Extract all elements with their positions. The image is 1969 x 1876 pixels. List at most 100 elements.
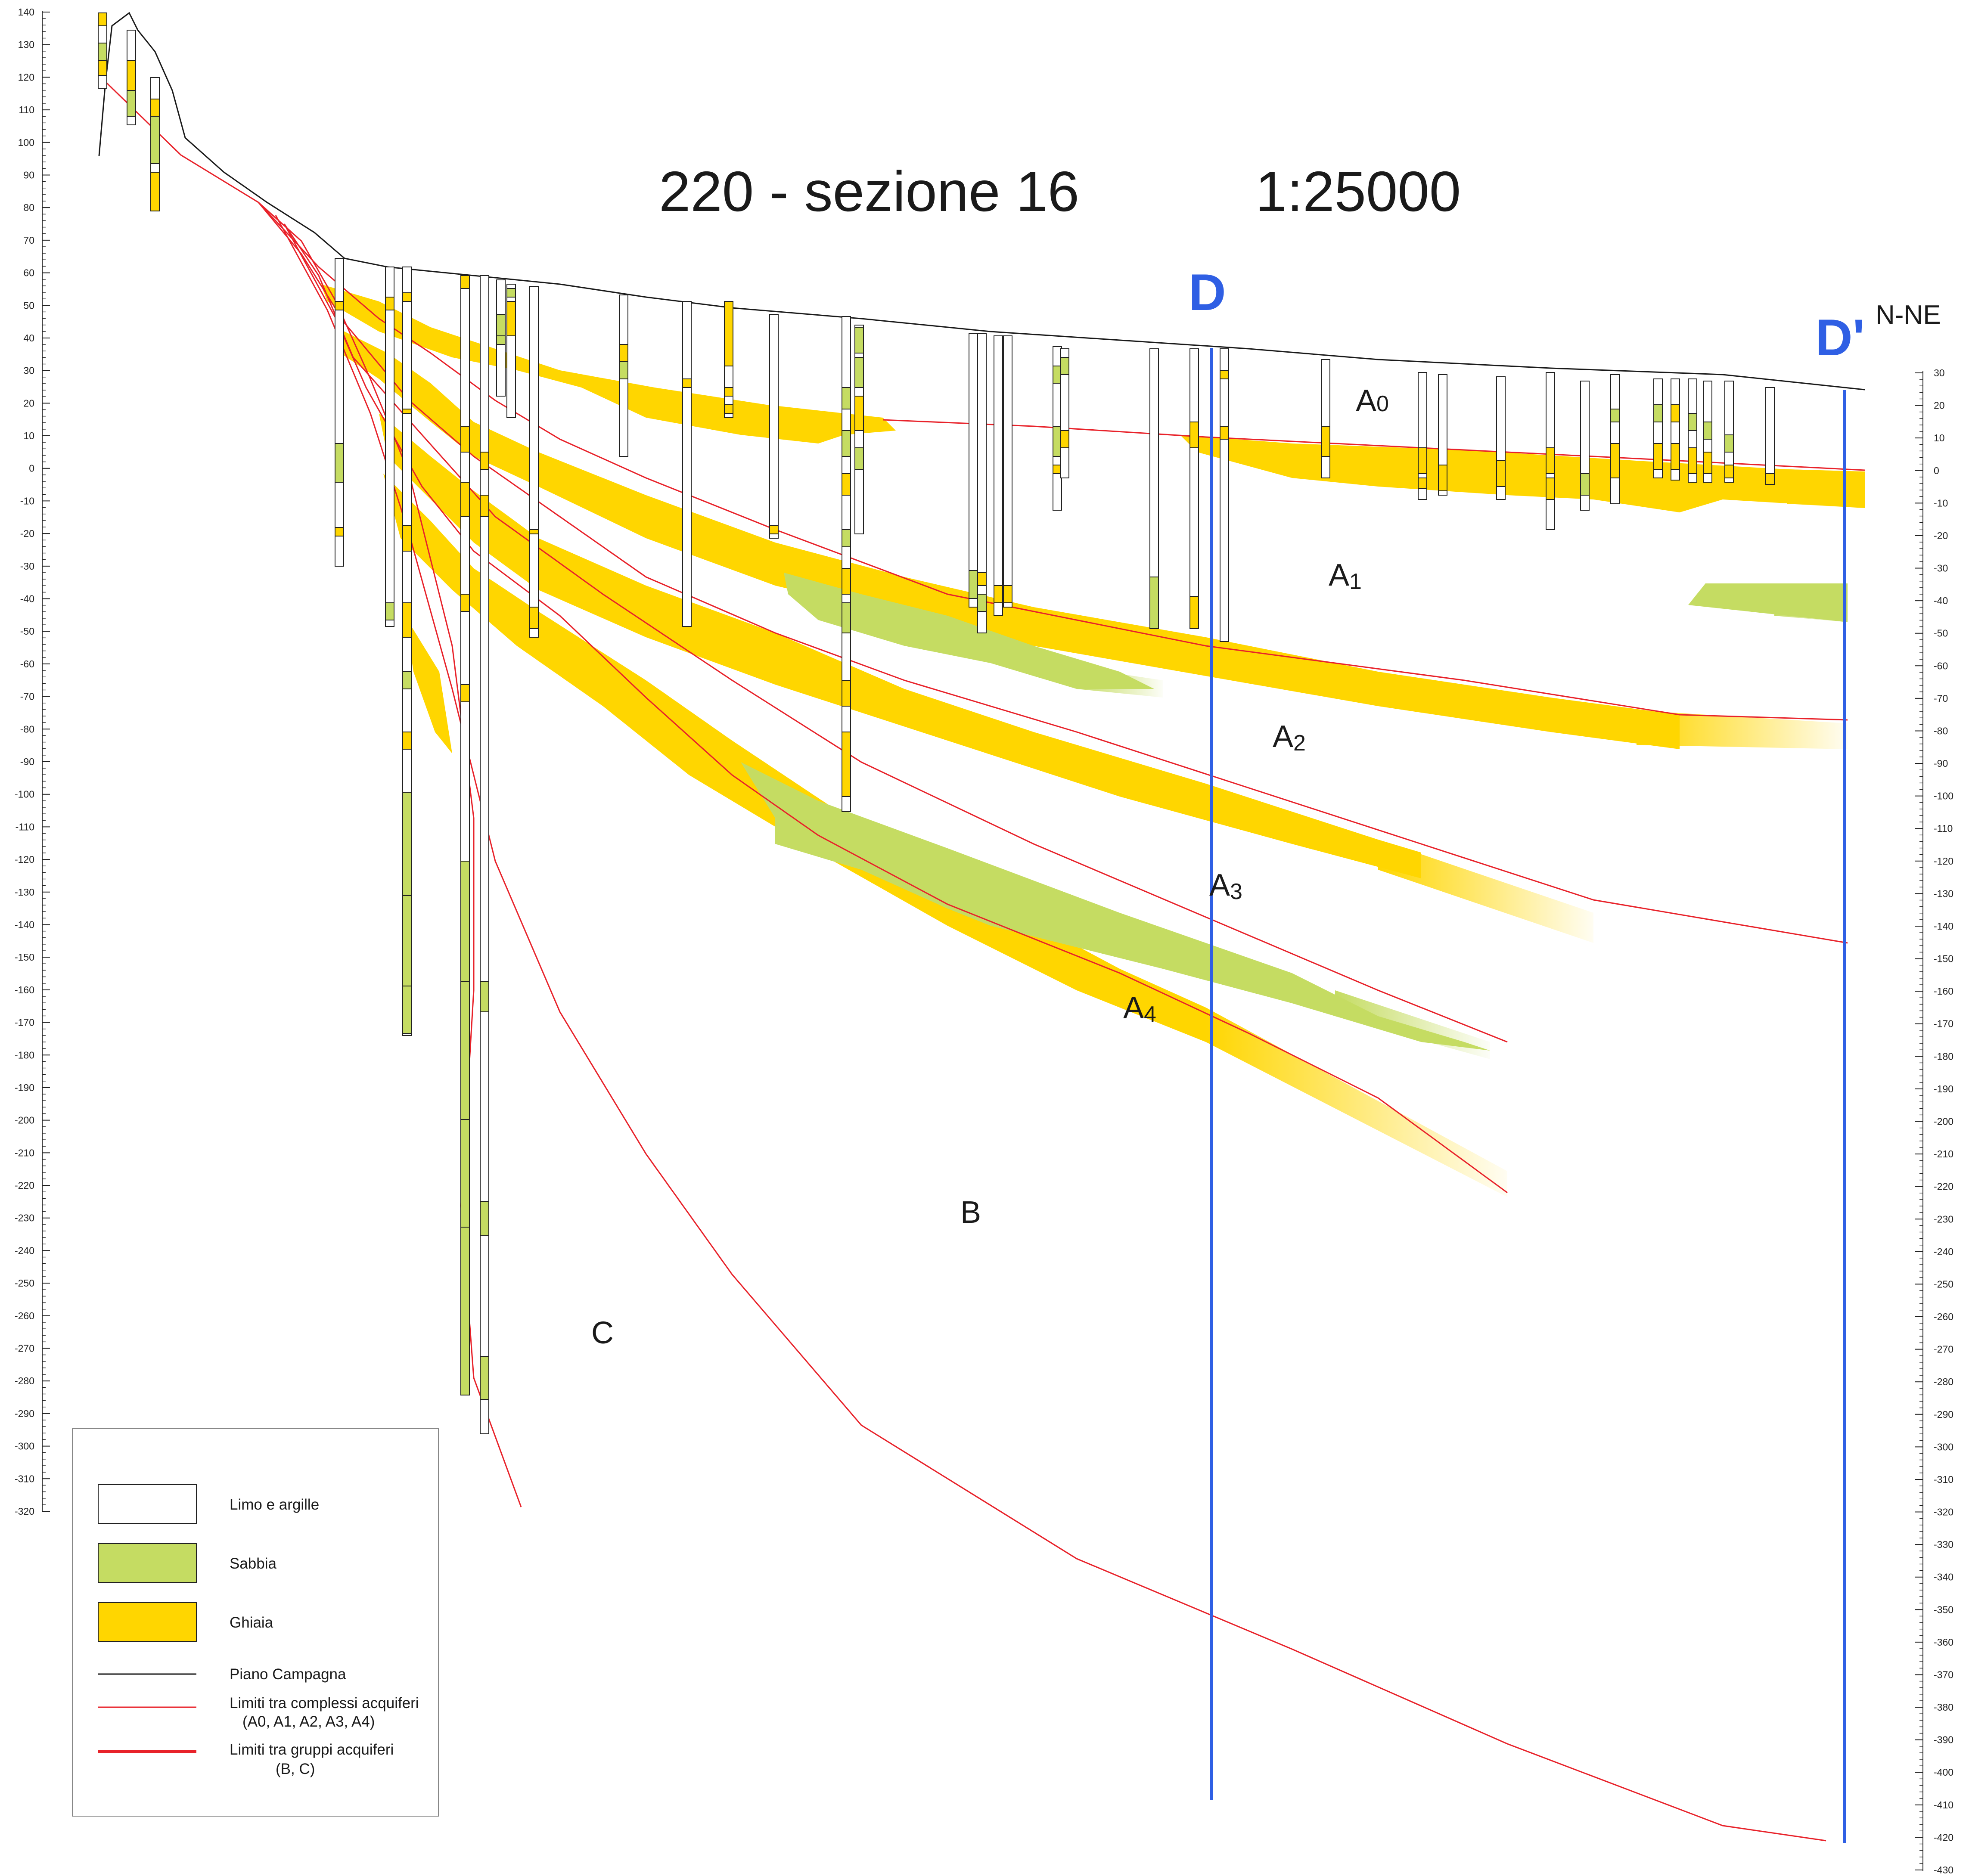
borehole-log: [1703, 381, 1712, 483]
right-axis-tick-label: -320: [1934, 1507, 1953, 1518]
left-axis-tick-label: 80: [23, 202, 34, 213]
sand-layer-a1-right-fade: [1774, 583, 1848, 622]
borehole-gravel-segment: [385, 297, 394, 310]
left-axis-tick-label: 30: [23, 365, 34, 376]
borehole-gravel-segment: [1220, 426, 1229, 440]
borehole-log: [480, 275, 489, 1434]
zone-label-a3: A3: [1209, 868, 1242, 904]
borehole-gravel-segment: [1546, 478, 1555, 500]
borehole-log: [529, 286, 539, 638]
borehole-sand-segment: [98, 43, 107, 61]
right-axis-tick-label: -200: [1934, 1116, 1953, 1127]
borehole-log: [1765, 387, 1775, 485]
borehole-gravel-segment: [460, 426, 470, 453]
left-axis-tick-label: 90: [23, 169, 34, 180]
borehole-gravel-segment: [480, 452, 489, 470]
left-axis-tick-label: -270: [15, 1343, 34, 1354]
right-axis-tick-label: -20: [1934, 530, 1948, 541]
gravel-layer-a1-fade: [1637, 710, 1848, 749]
aquifer-boundaries: [105, 81, 1865, 1842]
left-axis-tick-label: -160: [15, 984, 34, 995]
legend-swatch-ghiaia: [98, 1602, 197, 1642]
left-axis-tick-label: 110: [19, 104, 34, 115]
borehole-log: [1610, 374, 1620, 504]
borehole-gravel-segment: [529, 607, 539, 629]
right-axis-tick-label: 30: [1934, 367, 1945, 378]
left-axis-tick-label: -30: [20, 561, 34, 572]
right-axis-tick-label: -10: [1934, 497, 1948, 509]
right-axis-tick-label: -60: [1934, 660, 1948, 671]
borehole-sand-segment: [335, 443, 344, 483]
borehole-log: [1220, 348, 1229, 642]
borehole-log: [335, 258, 344, 567]
borehole-gravel-segment: [1671, 404, 1680, 422]
right-axis-tick-label: -250: [1934, 1278, 1953, 1290]
legend-label-limo: Limo e argille: [230, 1496, 319, 1513]
borehole-sand-segment: [969, 570, 978, 599]
borehole-log-column: [994, 335, 1003, 616]
borehole-gravel-segment: [842, 568, 851, 595]
left-axis-tick-label: 130: [18, 39, 34, 50]
borehole-gravel-segment: [402, 732, 412, 750]
borehole-sand-segment: [480, 1201, 489, 1236]
sand-layer-a3: [741, 762, 1490, 1051]
section-title: 220 - sezione 16: [659, 160, 1079, 223]
left-axis-tick-label: -80: [20, 723, 34, 735]
borehole-log-column: [977, 333, 987, 633]
borehole-sand-segment: [977, 594, 987, 612]
boundary-a2-a3: [258, 202, 1848, 944]
gravel-layer-a1: [336, 327, 1680, 749]
borehole-log: [1546, 372, 1555, 530]
gravel-layer-a0-lower: [1180, 435, 1865, 512]
borehole-gravel-segment: [402, 292, 412, 302]
left-axis-tick-label: -120: [15, 854, 34, 865]
borehole-gravel-segment: [1724, 465, 1734, 478]
borehole-gravel-segment: [842, 680, 851, 707]
borehole-log: [1688, 378, 1697, 483]
right-axis-tick-label: -180: [1934, 1051, 1953, 1062]
borehole-log: [682, 301, 692, 627]
borehole-sand-segment: [1610, 409, 1620, 422]
left-axis-tick-label: -300: [15, 1441, 34, 1452]
borehole-sand-segment: [480, 1356, 489, 1400]
borehole-log: [1724, 381, 1734, 483]
zone-label-a4: A4: [1123, 991, 1156, 1027]
left-axis-tick-label: -90: [20, 756, 34, 767]
borehole-log: [1189, 348, 1199, 629]
borehole-logs: [98, 12, 1775, 1434]
borehole-log: [1418, 372, 1427, 500]
legend: Limo e argille Sabbia Ghiaia Piano Campa…: [72, 1428, 439, 1817]
legend-label-ghiaia: Ghiaia: [230, 1614, 273, 1631]
borehole-gravel-segment: [1189, 422, 1199, 448]
borehole-gravel-segment: [335, 301, 344, 310]
borehole-sand-segment: [1688, 413, 1697, 431]
left-axis-tick-label: -200: [15, 1115, 34, 1126]
borehole-gravel-segment: [506, 301, 516, 336]
right-axis-tick-label: -360: [1934, 1637, 1953, 1648]
borehole-gravel-segment: [402, 602, 412, 638]
legend-label-complessi: Limiti tra complessi acquiferi: [230, 1695, 419, 1712]
left-axis-tick-label: -40: [20, 593, 34, 605]
left-axis-tick-label: 40: [23, 332, 34, 344]
left-axis-tick-label: -110: [16, 821, 34, 832]
right-axis-tick-label: -390: [1934, 1734, 1953, 1746]
borehole-gravel-segment: [619, 344, 628, 362]
borehole-gravel-segment: [460, 684, 470, 702]
borehole-log: [854, 325, 864, 534]
boundary-a4-b: [283, 223, 1508, 1194]
right-axis-tick-label: -310: [1934, 1474, 1953, 1485]
right-axis-tick-label: -140: [1934, 921, 1953, 932]
right-axis-tick-label: -240: [1934, 1246, 1953, 1257]
borehole-sand-segment: [385, 602, 394, 620]
borehole-gravel-segment: [1653, 443, 1663, 470]
borehole-gravel-segment: [1220, 370, 1229, 379]
borehole-sand-segment: [402, 986, 412, 1034]
right-axis-tick-label: -160: [1934, 986, 1953, 997]
borehole-log: [769, 314, 779, 539]
left-axis-tick-label: 0: [29, 463, 34, 474]
borehole-log-column: [1189, 348, 1199, 629]
borehole-log: [402, 267, 412, 1036]
borehole-gravel-segment: [769, 525, 779, 534]
left-axis-tick-label: -220: [15, 1180, 34, 1191]
